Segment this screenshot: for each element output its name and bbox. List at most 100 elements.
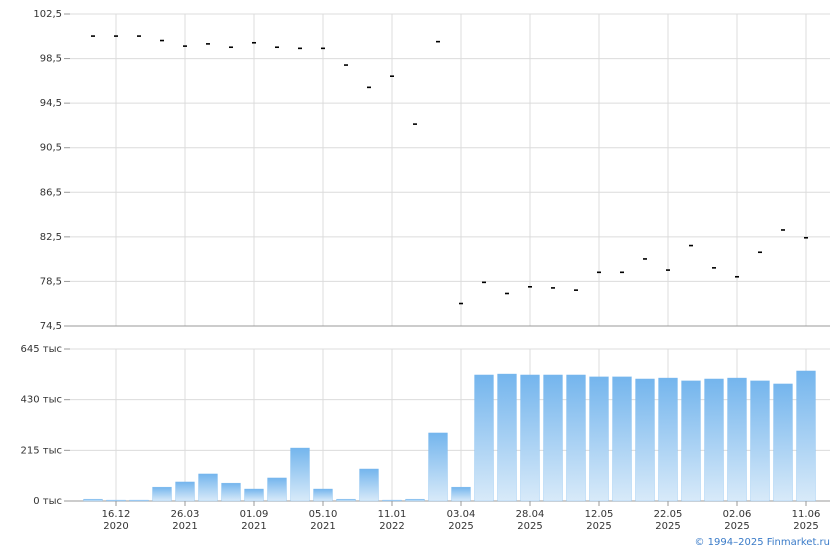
bar (106, 499, 126, 502)
price-mark (643, 258, 647, 260)
price-mark (712, 267, 716, 269)
price-mark (597, 271, 601, 274)
x-tick-year: 2025 (724, 521, 749, 532)
price-mark (459, 302, 463, 305)
bar (244, 488, 264, 502)
y-tick-label: 0 тыс (33, 496, 62, 507)
bar (428, 432, 448, 502)
copyright[interactable]: © 1994–2025 Finmarket.ru (694, 537, 830, 548)
bar (83, 498, 103, 502)
price-mark (183, 45, 187, 47)
bar (589, 376, 609, 502)
x-tick-label: 22.05 (654, 509, 683, 520)
y-tick-label: 645 тыс (21, 344, 62, 355)
x-tick-year: 2021 (241, 521, 266, 532)
price-mark (413, 123, 417, 125)
bar (359, 468, 379, 502)
price-mark (229, 46, 233, 49)
x-tick-label: 11.01 (378, 509, 407, 520)
price-mark (620, 271, 624, 274)
x-tick-year: 2025 (793, 521, 818, 532)
y-tick-label: 74,5 (40, 321, 62, 332)
price-mark (390, 75, 394, 77)
bar (681, 380, 701, 502)
bar (727, 377, 747, 502)
x-tick-label: 16.12 (102, 509, 131, 520)
y-tick-label: 78,5 (40, 276, 62, 287)
bar (796, 370, 816, 502)
x-tick-year: 2025 (448, 521, 473, 532)
x-tick-label: 02.06 (723, 509, 752, 520)
y-tick-label: 430 тыс (21, 395, 62, 406)
price-mark (574, 289, 578, 291)
bar (773, 383, 793, 502)
price-mark (114, 35, 118, 37)
bar (543, 374, 563, 502)
bar (382, 499, 402, 502)
price-mark (735, 275, 739, 278)
price-mark (91, 35, 95, 37)
price-mark (758, 251, 762, 254)
bar (612, 376, 632, 502)
bar (336, 498, 356, 502)
y-tick-label: 215 тыс (21, 445, 62, 456)
x-tick-year: 2022 (379, 521, 404, 532)
x-tick-label: 12.05 (585, 509, 614, 520)
bar (313, 488, 333, 502)
x-tick-year: 2025 (517, 521, 542, 532)
price-mark (275, 46, 279, 49)
bar (566, 374, 586, 502)
y-tick-label: 98,5 (40, 54, 62, 65)
bar (750, 380, 770, 502)
price-mark (252, 41, 256, 44)
price-mark (160, 39, 164, 42)
x-tick-year: 2025 (586, 521, 611, 532)
bar (520, 374, 540, 502)
price-mark (689, 244, 693, 247)
bar (635, 378, 655, 502)
bar (497, 373, 517, 502)
y-tick-label: 90,5 (40, 143, 62, 154)
y-tick-label: 94,5 (40, 98, 62, 109)
x-tick-label: 11.06 (792, 509, 821, 520)
price-mark (321, 47, 325, 50)
bar (175, 481, 195, 502)
price-mark (482, 281, 486, 284)
x-tick-label: 28.04 (516, 509, 545, 520)
bar (152, 486, 172, 502)
price-mark (781, 229, 785, 231)
y-tick-label: 102,5 (33, 9, 62, 20)
x-tick-label: 01.09 (240, 509, 269, 520)
bar (267, 477, 287, 502)
price-mark (804, 236, 808, 239)
price-mark (505, 292, 509, 295)
y-tick-label: 86,5 (40, 187, 62, 198)
x-tick-year: 2025 (655, 521, 680, 532)
price-mark (344, 64, 348, 66)
price-mark (298, 47, 302, 50)
x-tick-year: 2021 (310, 521, 335, 532)
bar (198, 473, 218, 502)
bar (129, 499, 149, 502)
price-mark (528, 286, 532, 288)
x-tick-year: 2020 (103, 521, 128, 532)
x-tick-label: 03.04 (447, 509, 476, 520)
x-tick-year: 2021 (172, 521, 197, 532)
price-mark (436, 40, 440, 43)
bar (290, 447, 310, 502)
bar (405, 498, 425, 502)
bar (704, 378, 724, 502)
y-tick-label: 82,5 (40, 232, 62, 243)
bar (474, 374, 494, 502)
bar (451, 486, 471, 502)
bar (221, 482, 241, 502)
price-mark (206, 43, 210, 45)
price-mark (137, 35, 141, 37)
x-tick-label: 05.10 (309, 509, 338, 520)
price-mark (367, 86, 371, 89)
price-mark (666, 269, 670, 271)
price-mark (551, 287, 555, 289)
bar (658, 377, 678, 502)
